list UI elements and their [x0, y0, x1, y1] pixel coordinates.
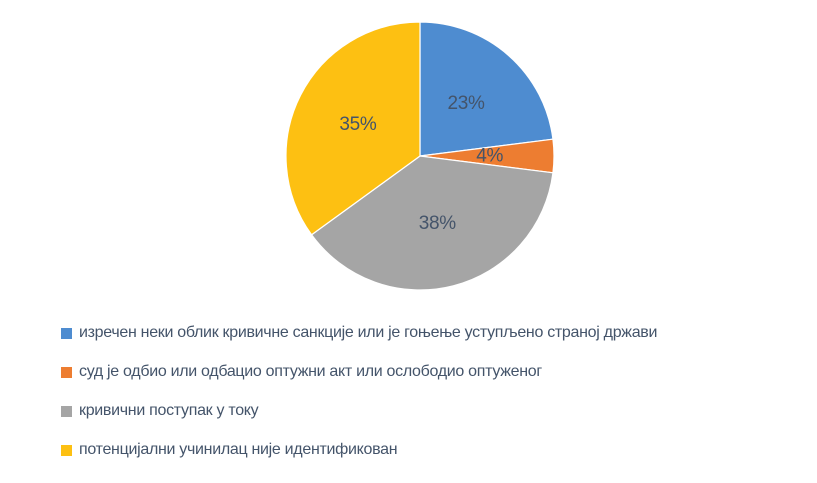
legend-item-3: кривични поступак у току: [61, 400, 657, 422]
chart-legend: изречен неки облик кривичне санкције или…: [61, 322, 657, 461]
legend-item-4: потенцијални учинилац није идентификован: [61, 439, 657, 461]
pie-slice-4: [285, 21, 421, 236]
pie-slice-1: [419, 21, 554, 157]
legend-marker-icon: [61, 444, 72, 456]
legend-marker-icon: [61, 366, 72, 378]
pie-slice-label-3: 38%: [419, 213, 457, 234]
legend-label: кривични поступак у току: [79, 402, 259, 419]
legend-marker-icon: [61, 405, 72, 417]
legend-item-1: изречен неки облик кривичне санкције или…: [61, 322, 657, 344]
pie-slice-label-2: 4%: [476, 146, 503, 167]
pie-slice-3: [310, 155, 554, 291]
legend-label: суд је одбио или одбацио оптужни акт или…: [79, 363, 542, 380]
legend-item-2: суд је одбио или одбацио оптужни акт или…: [61, 361, 657, 383]
pie-slice-label-1: 23%: [448, 93, 486, 114]
legend-label: потенцијални учинилац није идентификован: [79, 441, 398, 458]
legend-label: изречен неки облик кривичне санкције или…: [79, 324, 658, 341]
pie-slice-label-4: 35%: [339, 114, 377, 135]
legend-marker-icon: [61, 327, 72, 339]
pie-chart: 23% 4% 38% 35%: [285, 21, 555, 291]
